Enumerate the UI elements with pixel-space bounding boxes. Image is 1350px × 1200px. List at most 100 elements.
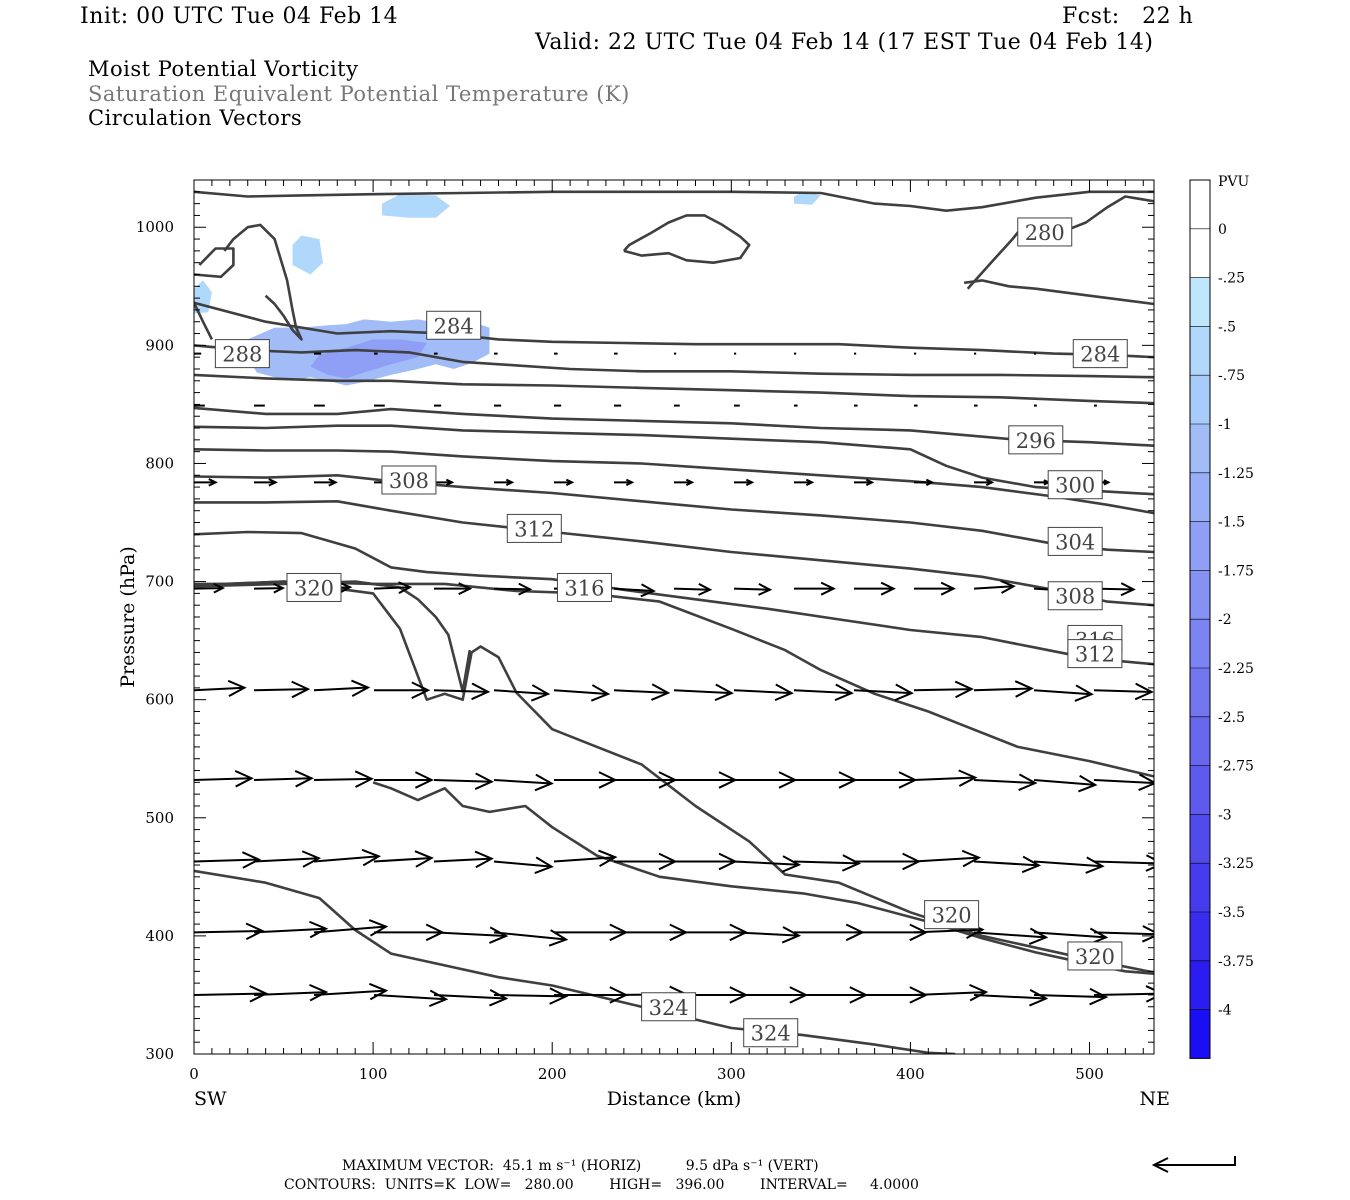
init-time: Init: 00 UTC Tue 04 Feb 14 xyxy=(80,4,399,29)
circulation-vector xyxy=(194,582,226,594)
theta-contour-19 xyxy=(622,214,751,264)
theta-contour-15 xyxy=(194,302,214,340)
circulation-vector xyxy=(194,478,218,487)
contour-info-note: CONTOURS: UNITS=K LOW= 280.00 HIGH= 396.… xyxy=(284,1177,919,1193)
forecast-hour: Fcst: 22 h xyxy=(1062,4,1194,29)
colorbar-swatch xyxy=(1190,863,1210,912)
colorbar-swatch xyxy=(1190,668,1210,717)
circulation-vector xyxy=(1033,774,1098,793)
title-theta: Saturation Equivalent Potential Temperat… xyxy=(88,82,630,106)
colorbar-swatch xyxy=(1190,228,1210,278)
colorbar-swatch xyxy=(1190,619,1210,668)
theta-contour-0 xyxy=(194,869,956,1054)
colorbar-level-label: -2.75 xyxy=(1218,759,1254,775)
pv-colorbar: PVU 0 -.25 -.5 -.75 -1 -1.25 -1.5 -1.75 -2 -2.25 -… xyxy=(1189,174,1254,1059)
colorbar-swatch xyxy=(1190,375,1210,424)
circulation-vector xyxy=(194,679,247,698)
svg-text:312: 312 xyxy=(1075,643,1115,667)
circulation-vector xyxy=(373,581,413,595)
svg-text:324: 324 xyxy=(751,1022,791,1046)
circulation-vector xyxy=(1033,684,1094,702)
circulation-vector xyxy=(253,850,322,868)
colorbar-level-label: -3.25 xyxy=(1218,856,1254,872)
circulation-vector xyxy=(853,683,914,702)
svg-text:300: 300 xyxy=(1055,474,1095,498)
colorbar-level-label: -1.75 xyxy=(1218,563,1254,579)
circulation-vector xyxy=(313,770,374,788)
circulation-vector xyxy=(1093,925,1154,943)
colorbar-level-label: -.5 xyxy=(1218,319,1236,335)
svg-text:316: 316 xyxy=(564,576,604,600)
circulation-vector xyxy=(913,983,989,1002)
circulation-vector xyxy=(313,848,382,867)
circulation-vector xyxy=(314,478,338,487)
y-tick-label: 600 xyxy=(145,691,174,709)
circulation-vector xyxy=(254,478,278,487)
title-vectors: Circulation Vectors xyxy=(88,106,303,130)
circulation-vector xyxy=(733,855,802,873)
circulation-vector xyxy=(493,684,551,702)
circulation-vector xyxy=(253,582,286,594)
circulation-vector xyxy=(913,680,974,699)
circulation-vector xyxy=(434,582,473,596)
circulation-vector xyxy=(733,683,794,702)
circulation-vector xyxy=(433,989,509,1007)
x-tick-label: 100 xyxy=(359,1065,388,1083)
circulation-vector xyxy=(734,771,798,789)
contour-label: 324 xyxy=(743,1018,799,1048)
y-tick-label: 700 xyxy=(145,573,174,591)
circulation-vector xyxy=(553,849,618,868)
circulation-vector xyxy=(493,773,554,792)
colorbar-level-label: -3.75 xyxy=(1218,954,1254,970)
circulation-vector xyxy=(854,771,918,789)
theta-contour-20 xyxy=(194,190,1154,212)
colorbar-swatch xyxy=(1190,1009,1210,1059)
colorbar-swatch xyxy=(1190,765,1210,815)
circulation-vector xyxy=(1033,856,1105,874)
circulation-vector xyxy=(793,683,854,702)
theta-contour-6 xyxy=(194,500,1154,607)
circulation-vector xyxy=(433,926,509,944)
pv-region-1 xyxy=(310,339,427,379)
circulation-vector xyxy=(794,923,865,942)
circulation-vector xyxy=(733,926,802,944)
colorbar-level-label: -2.5 xyxy=(1218,710,1245,726)
circulation-vector xyxy=(553,684,611,702)
contour-label: 288 xyxy=(214,339,270,369)
circulation-vector xyxy=(313,679,371,698)
circulation-vector xyxy=(673,583,713,596)
colorbar-level-label: -1.25 xyxy=(1218,466,1254,482)
circulation-vector xyxy=(734,478,755,486)
contour-label: 312 xyxy=(506,513,562,543)
circulation-vector xyxy=(1093,854,1154,872)
svg-text:296: 296 xyxy=(1016,429,1056,453)
theta-contour-14 xyxy=(963,279,1154,306)
svg-text:320: 320 xyxy=(1075,945,1115,969)
circulation-vector xyxy=(854,478,875,486)
contour-label: 320 xyxy=(1067,941,1123,971)
circulation-vector xyxy=(194,770,254,788)
circulation-vector xyxy=(253,983,329,1002)
contour-label: 324 xyxy=(641,992,697,1022)
circulation-vector xyxy=(673,683,734,702)
y-axis-title: Pressure (hPa) xyxy=(117,546,139,688)
circulation-vector xyxy=(374,681,431,699)
colorbar-level-label: -.25 xyxy=(1218,271,1245,287)
contour-label: 308 xyxy=(381,465,437,495)
svg-text:284: 284 xyxy=(434,314,474,338)
y-tick-label: 400 xyxy=(145,927,174,945)
circulation-vector xyxy=(674,852,738,871)
circulation-vector xyxy=(614,771,678,789)
contour-label: 300 xyxy=(1047,470,1103,500)
colorbar-swatch xyxy=(1190,521,1210,571)
colorbar-level-label: -3 xyxy=(1218,807,1232,823)
x-tick-label: 400 xyxy=(896,1065,925,1083)
colorbar-level-label: -2.25 xyxy=(1218,661,1254,677)
reference-vector xyxy=(1151,1156,1236,1173)
circulation-vector xyxy=(494,478,515,486)
circulation-vector xyxy=(253,680,311,699)
svg-text:308: 308 xyxy=(1055,585,1095,609)
circulation-vector xyxy=(554,478,575,486)
circulation-vector xyxy=(793,854,862,872)
